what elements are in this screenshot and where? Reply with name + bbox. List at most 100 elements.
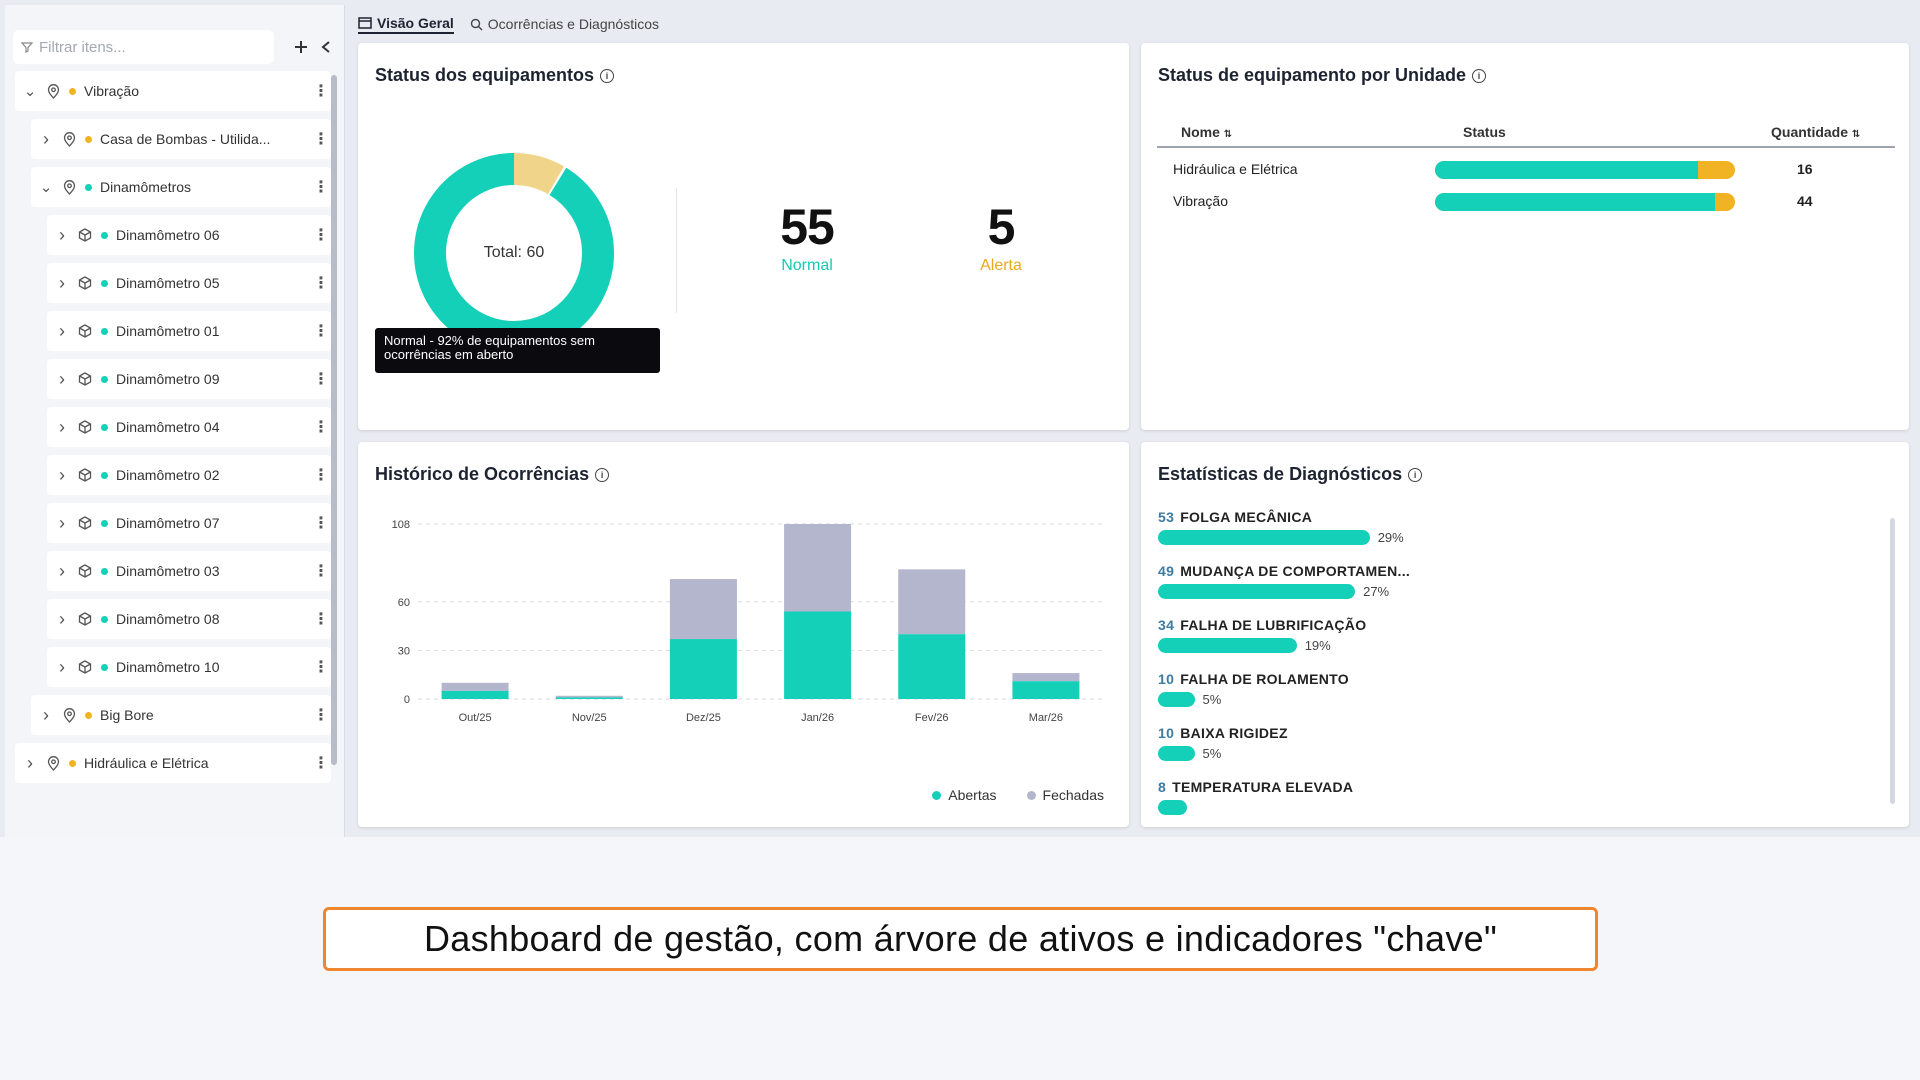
bar-fechadas[interactable]: [1012, 673, 1080, 682]
chevron-left-icon[interactable]: [313, 34, 339, 60]
tree-item[interactable]: › Dinamômetro 10 ⋮: [47, 647, 331, 687]
card-title: Status de equipamento por Unidade i: [1158, 65, 1487, 86]
tree-item[interactable]: › Dinamômetro 05 ⋮: [47, 263, 331, 303]
kebab-menu-icon[interactable]: ⋮: [313, 275, 329, 292]
chevron-right-icon[interactable]: ›: [59, 608, 65, 629]
chevron-right-icon[interactable]: ›: [59, 368, 65, 389]
filter-input[interactable]: [39, 38, 269, 56]
kebab-menu-icon[interactable]: ⋮: [313, 659, 329, 676]
tree-item-label: Hidráulica e Elétrica: [84, 755, 209, 771]
bar-abertas[interactable]: [1012, 681, 1080, 699]
diagnostic-bar: [1158, 530, 1370, 545]
chevron-down-icon[interactable]: ⌄: [23, 83, 37, 100]
kebab-menu-icon[interactable]: ⋮: [313, 227, 329, 244]
alert-count: 5: [987, 199, 1016, 255]
bar-abertas[interactable]: [441, 690, 509, 699]
unit-row[interactable]: Hidráulica e Elétrica 16: [1157, 155, 1895, 183]
diagnostic-item[interactable]: 10 BAIXA RIGIDEZ 5%: [1158, 725, 1858, 779]
tree-item[interactable]: › Dinamômetro 08 ⋮: [47, 599, 331, 639]
diagnostic-item[interactable]: 49 MUDANÇA DE COMPORTAMEN... 27%: [1158, 563, 1858, 617]
info-icon[interactable]: i: [595, 467, 610, 482]
location-pin-icon: [43, 83, 63, 99]
asset-tree-sidebar: ⌄Vibração⋮›Casa de Bombas - Utilida...⋮⌄…: [5, 5, 345, 837]
tree-item-label: Vibração: [84, 83, 140, 99]
bar-abertas[interactable]: [669, 639, 737, 699]
status-dot: [101, 471, 108, 479]
chevron-right-icon[interactable]: ›: [59, 560, 65, 581]
kebab-menu-icon[interactable]: ⋮: [313, 707, 329, 724]
bar-fechadas[interactable]: [898, 569, 966, 635]
kebab-menu-icon[interactable]: ⋮: [313, 515, 329, 532]
location-pin-icon: [43, 755, 63, 771]
kebab-menu-icon[interactable]: ⋮: [313, 83, 329, 100]
chevron-right-icon[interactable]: ›: [59, 656, 65, 677]
col-qty-label: Quantidade: [1771, 124, 1849, 140]
bar-fechadas[interactable]: [669, 579, 737, 640]
cube-icon: [75, 323, 95, 339]
info-icon[interactable]: i: [1408, 467, 1423, 482]
diagnostic-item[interactable]: 34 FALHA DE LUBRIFICAÇÃO 19%: [1158, 617, 1858, 671]
kebab-menu-icon[interactable]: ⋮: [313, 371, 329, 388]
tree-item[interactable]: › Dinamômetro 03 ⋮: [47, 551, 331, 591]
kebab-menu-icon[interactable]: ⋮: [313, 467, 329, 484]
diag-scrollbar[interactable]: [1890, 518, 1895, 804]
kebab-menu-icon[interactable]: ⋮: [313, 323, 329, 340]
kebab-menu-icon[interactable]: ⋮: [313, 179, 329, 196]
diagnostic-count: 8: [1158, 779, 1167, 795]
tree-item[interactable]: › Dinamômetro 04 ⋮: [47, 407, 331, 447]
bar-fechadas[interactable]: [555, 695, 623, 698]
kebab-menu-icon[interactable]: ⋮: [313, 611, 329, 628]
unit-status-normal-fill: [1435, 193, 1715, 211]
diagnostic-item[interactable]: 10 FALHA DE ROLAMENTO 5%: [1158, 671, 1858, 725]
tree-item[interactable]: › Dinamômetro 07 ⋮: [47, 503, 331, 543]
legend-item-fechadas[interactable]: Fechadas: [1026, 787, 1104, 803]
tree-item[interactable]: › Casa de Bombas - Utilida... ⋮: [31, 119, 331, 159]
kebab-menu-icon[interactable]: ⋮: [313, 755, 329, 772]
chevron-right-icon[interactable]: ›: [59, 272, 65, 293]
donut-slice-alert[interactable]: [513, 153, 564, 195]
chevron-right-icon[interactable]: ›: [43, 704, 49, 725]
chevron-right-icon[interactable]: ›: [59, 512, 65, 533]
bar-fechadas[interactable]: [784, 524, 852, 612]
kebab-menu-icon[interactable]: ⋮: [313, 563, 329, 580]
unit-table-header: Nome ⇅ Status Quantidade ⇅: [1157, 119, 1895, 148]
bar-abertas[interactable]: [898, 634, 966, 699]
tree-item[interactable]: ⌄ Vibração ⋮: [15, 71, 331, 111]
chevron-right-icon[interactable]: ›: [59, 224, 65, 245]
plus-icon[interactable]: [288, 34, 314, 60]
bar-fechadas[interactable]: [441, 682, 509, 691]
sidebar-scrollbar[interactable]: [331, 75, 337, 765]
search-chart-icon: [470, 18, 483, 30]
col-name[interactable]: Nome ⇅: [1181, 124, 1232, 140]
info-icon[interactable]: i: [600, 68, 615, 83]
col-qty[interactable]: Quantidade ⇅: [1771, 124, 1860, 140]
status-dot: [101, 567, 108, 575]
diagnostic-item[interactable]: 8 TEMPERATURA ELEVADA: [1158, 779, 1858, 827]
status-donut[interactable]: Total: 60: [414, 153, 614, 353]
tree-item[interactable]: › Dinamômetro 06 ⋮: [47, 215, 331, 255]
tree-item[interactable]: › Hidráulica e Elétrica ⋮: [15, 743, 331, 783]
tree-item[interactable]: › Dinamômetro 09 ⋮: [47, 359, 331, 399]
chevron-right-icon[interactable]: ›: [43, 128, 49, 149]
filter-box[interactable]: [13, 30, 274, 64]
chevron-down-icon[interactable]: ⌄: [39, 179, 53, 196]
tree-item[interactable]: ⌄ Dinamômetros ⋮: [31, 167, 331, 207]
unit-row[interactable]: Vibração 44: [1157, 187, 1895, 215]
donut-tooltip: Normal - 92% de equipamentos sem ocorrên…: [375, 328, 660, 373]
tab-ocorrencias[interactable]: Ocorrências e Diagnósticos: [470, 16, 659, 32]
kebab-menu-icon[interactable]: ⋮: [313, 131, 329, 148]
bar-abertas[interactable]: [555, 697, 623, 699]
tree-item[interactable]: › Dinamômetro 02 ⋮: [47, 455, 331, 495]
tree-item[interactable]: › Dinamômetro 01 ⋮: [47, 311, 331, 351]
chevron-right-icon[interactable]: ›: [59, 320, 65, 341]
chevron-right-icon[interactable]: ›: [59, 464, 65, 485]
tab-visao-geral[interactable]: Visão Geral: [358, 15, 454, 34]
kebab-menu-icon[interactable]: ⋮: [313, 419, 329, 436]
info-icon[interactable]: i: [1472, 68, 1487, 83]
diagnostic-item[interactable]: 53 FOLGA MECÂNICA 29%: [1158, 509, 1858, 563]
chevron-right-icon[interactable]: ›: [59, 416, 65, 437]
chevron-right-icon[interactable]: ›: [27, 752, 33, 773]
tree-item[interactable]: › Big Bore ⋮: [31, 695, 331, 735]
legend-item-abertas[interactable]: Abertas: [932, 787, 997, 803]
bar-abertas[interactable]: [784, 611, 852, 700]
